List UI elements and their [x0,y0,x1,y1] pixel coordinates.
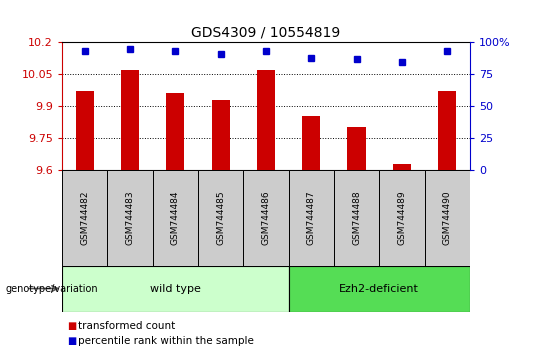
Text: GSM744488: GSM744488 [352,190,361,245]
Text: GSM744486: GSM744486 [261,190,271,245]
Bar [198,170,244,266]
Text: GSM744487: GSM744487 [307,190,316,245]
Bar [212,100,230,170]
Text: ■: ■ [68,336,77,346]
Bar [288,170,334,266]
Text: GSM744482: GSM744482 [80,190,89,245]
Bar [62,170,107,266]
Text: GSM744484: GSM744484 [171,190,180,245]
Bar [424,170,470,266]
Text: ■: ■ [68,321,77,331]
Bar [244,170,288,266]
Bar [153,170,198,266]
Bar [302,116,320,170]
Bar [379,170,424,266]
Bar [121,70,139,170]
Text: percentile rank within the sample: percentile rank within the sample [78,336,254,346]
Text: GSM744490: GSM744490 [443,190,451,245]
Bar [288,266,470,312]
Bar [166,93,185,170]
Text: wild type: wild type [150,284,201,293]
Text: GSM744485: GSM744485 [216,190,225,245]
Bar [107,170,153,266]
Text: GSM744483: GSM744483 [126,190,134,245]
Bar [438,91,456,170]
Bar [62,266,288,312]
Bar [257,70,275,170]
Text: Ezh2-deficient: Ezh2-deficient [339,284,419,293]
Title: GDS4309 / 10554819: GDS4309 / 10554819 [191,26,341,40]
Bar [334,170,379,266]
Bar [348,127,366,170]
Bar [393,164,411,170]
Text: genotype/variation: genotype/variation [5,284,98,293]
Bar [76,91,94,170]
Text: GSM744489: GSM744489 [397,190,406,245]
Text: transformed count: transformed count [78,321,176,331]
